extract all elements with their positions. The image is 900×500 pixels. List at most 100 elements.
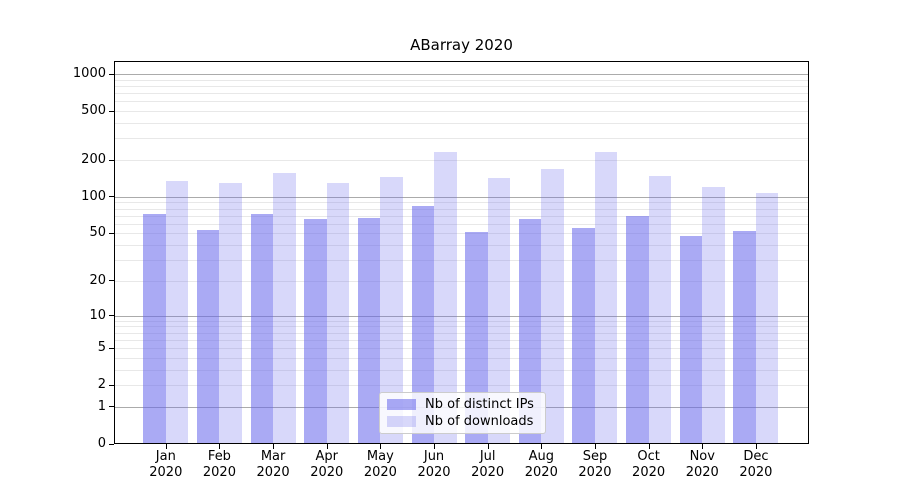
- gridline-minor: [115, 223, 808, 225]
- bar-downloads: [487, 177, 511, 443]
- gridline-minor: [115, 320, 808, 322]
- y-tick-label: 0: [97, 436, 106, 451]
- x-tick-mark: [326, 444, 328, 449]
- legend-item-distinct-ips: Nb of distinct IPs: [387, 397, 545, 412]
- bar-distinct-ips: [411, 206, 435, 443]
- x-tick-label: Dec 2020: [739, 449, 773, 480]
- x-tick-label: Jan 2020: [149, 449, 183, 480]
- x-tick-label: Nov 2020: [685, 449, 719, 480]
- y-tick-mark: [109, 159, 114, 161]
- bar-distinct-ips: [143, 214, 166, 443]
- x-tick-label: Mar 2020: [256, 449, 290, 480]
- y-tick-mark: [109, 73, 114, 75]
- y-tick-label: 1: [97, 398, 106, 414]
- x-tick-label: Jul 2020: [471, 449, 505, 480]
- bar-distinct-ips: [196, 230, 220, 443]
- gridline-minor: [115, 332, 808, 334]
- bar-distinct-ips: [679, 235, 703, 443]
- bar-downloads: [541, 169, 564, 443]
- bar-distinct-ips: [733, 231, 756, 443]
- y-tick-label: 2: [97, 377, 106, 393]
- y-tick-label: 10: [89, 307, 106, 323]
- bar-downloads: [648, 175, 672, 443]
- y-tick-label: 200: [81, 152, 106, 168]
- x-tick-label: Aug 2020: [524, 449, 558, 480]
- gridline-minor: [115, 93, 808, 95]
- gridline-major: [115, 74, 808, 76]
- gridline-minor: [115, 369, 808, 371]
- gridline-major: [115, 315, 808, 317]
- x-tick-label: May 2020: [363, 449, 397, 480]
- x-tick-mark: [434, 444, 436, 449]
- gridline-major: [115, 196, 808, 198]
- gridline-minor: [115, 208, 808, 210]
- y-tick-label: 50: [89, 225, 106, 241]
- bar-distinct-ips: [357, 218, 381, 443]
- x-tick-mark: [487, 444, 489, 449]
- gridline-minor: [115, 357, 808, 359]
- x-tick-mark: [219, 444, 221, 449]
- bar-distinct-ips: [518, 218, 542, 443]
- bar-distinct-ips: [626, 215, 649, 443]
- y-tick-mark: [109, 384, 114, 386]
- gridline-minor: [115, 233, 808, 235]
- y-tick-label: 20: [89, 272, 106, 288]
- gridline-minor: [115, 160, 808, 162]
- bar-distinct-ips: [572, 228, 595, 443]
- gridline-minor: [115, 111, 808, 113]
- gridline-minor: [115, 101, 808, 103]
- x-tick-mark: [594, 444, 596, 449]
- x-tick-mark: [165, 444, 167, 449]
- bar-downloads: [273, 172, 296, 443]
- bar-downloads: [434, 151, 457, 443]
- legend-item-downloads: Nb of downloads: [387, 414, 545, 429]
- y-tick-mark: [109, 110, 114, 112]
- y-tick-label: 100: [81, 188, 106, 204]
- x-tick-mark: [702, 444, 704, 449]
- bar-downloads: [219, 183, 242, 443]
- bar-distinct-ips: [304, 218, 327, 443]
- gridline-minor: [115, 138, 808, 140]
- bar-downloads: [326, 182, 350, 443]
- legend: Nb of distinct IPs Nb of downloads: [379, 392, 546, 434]
- legend-label-downloads: Nb of downloads: [425, 414, 534, 429]
- bar-downloads: [380, 176, 403, 443]
- x-tick-mark: [273, 444, 275, 449]
- x-tick-label: Apr 2020: [310, 449, 344, 480]
- x-tick-mark: [380, 444, 382, 449]
- legend-swatch-downloads: [387, 416, 416, 427]
- x-tick-label: Sep 2020: [578, 449, 612, 480]
- gridline-minor: [115, 348, 808, 350]
- legend-label-distinct-ips: Nb of distinct IPs: [425, 397, 534, 412]
- gridline-minor: [115, 202, 808, 204]
- x-tick-label: Jun 2020: [417, 449, 451, 480]
- gridline-minor: [115, 280, 808, 282]
- bar-downloads: [594, 151, 618, 443]
- y-tick-mark: [109, 232, 114, 234]
- gridline-minor: [115, 123, 808, 125]
- bar-downloads: [755, 192, 779, 443]
- bar-distinct-ips: [465, 232, 488, 443]
- y-tick-label: 1000: [72, 66, 106, 82]
- x-tick-mark: [648, 444, 650, 449]
- x-tick-label: Feb 2020: [202, 449, 236, 480]
- bar-distinct-ips: [250, 213, 274, 443]
- x-tick-mark: [755, 444, 757, 449]
- y-tick-mark: [109, 347, 114, 349]
- gridline-minor: [115, 245, 808, 247]
- y-tick-mark: [109, 280, 114, 282]
- bar-downloads: [165, 180, 189, 443]
- y-tick-mark: [109, 196, 114, 198]
- x-tick-mark: [541, 444, 543, 449]
- plot-area: [114, 61, 809, 444]
- gridline-minor: [115, 215, 808, 217]
- y-tick-mark: [109, 443, 114, 445]
- y-tick-mark: [109, 315, 114, 317]
- gridline-minor: [115, 85, 808, 87]
- legend-swatch-distinct-ips: [387, 399, 416, 410]
- chart-title: ABarray 2020: [410, 36, 513, 54]
- y-tick-label: 500: [81, 103, 106, 119]
- gridline-minor: [115, 260, 808, 262]
- x-tick-label: Oct 2020: [632, 449, 666, 480]
